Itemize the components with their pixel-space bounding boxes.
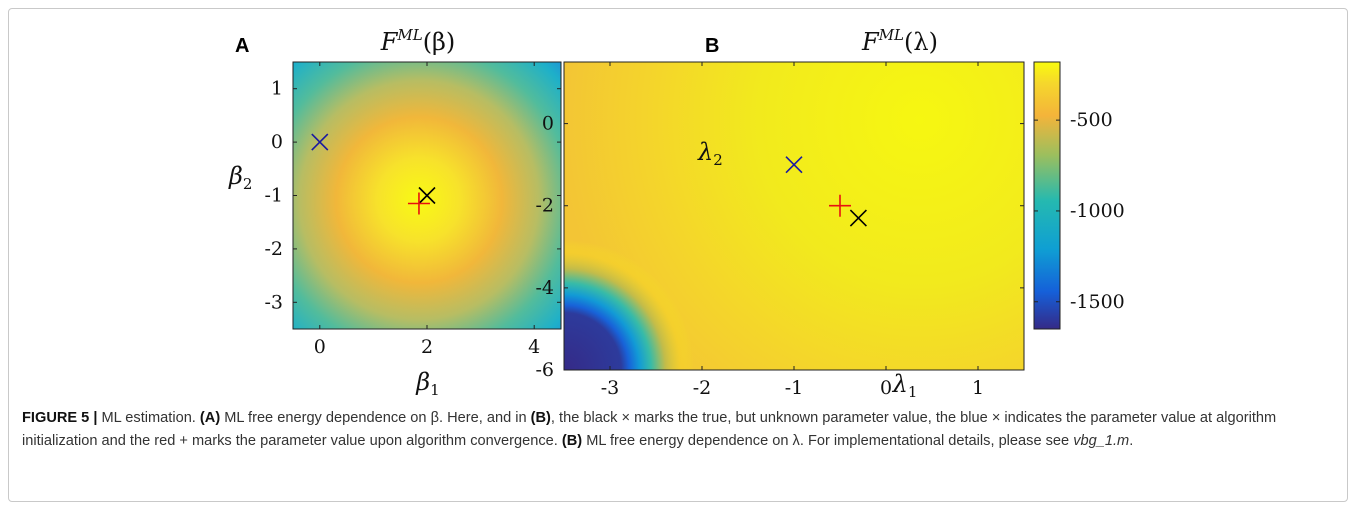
y-tick-label: 1 [271,78,283,100]
colorbar-tick-label: -500 [1070,109,1113,131]
y-tick-label: -3 [264,291,283,313]
panel-label-b: B [705,35,719,57]
caption-ref-a: (A) [199,410,221,426]
figure-svg: A FML(β) 024 10-1-2-3 β1 β2 -400-600-800… [228,26,1125,400]
marker-convergence [829,194,851,217]
panel-b-title: FML(λ) [861,26,938,56]
caption-text-3: , the black × marks the true, but unknow… [22,410,1277,449]
x-tick-label: 0 [880,377,892,399]
x-tick-label: 2 [421,336,433,358]
caption-label: FIGURE 5 | [22,410,98,426]
y-tick-label: -1 [264,185,283,207]
y-tick-label: -2 [264,238,283,260]
x-tick-label: -3 [601,377,620,399]
ylabel-b: λ2 [697,138,723,169]
marker-true [849,209,867,227]
x-tick-label: 0 [314,336,326,358]
xlabel-b: λ1 [892,370,918,400]
marker-initialization [311,133,329,151]
marker-initialization [785,156,803,174]
caption-ref-b-2: (B) [561,433,583,449]
ylabel-a: β2 [228,162,252,193]
panel-label-a: A [235,35,249,57]
xlabel-a: β1 [415,368,439,399]
marker-convergence [407,192,430,215]
x-tick-label: 1 [972,377,984,399]
title-a-sup: ML [396,26,422,44]
caption-file: vbg_1.m [1073,433,1130,449]
y-ticks-b: 0 -2 -4 -6 [535,113,1024,381]
caption-text-5: . [1129,433,1134,449]
caption-ref-b: (B) [530,410,551,426]
y-tick-label: 0 [271,131,283,153]
colorbar-b [1033,61,1061,330]
marker-true [418,186,436,205]
heatmap-b-corner [564,62,1024,370]
caption-text-2: ML free energy dependence on β. Here, an… [220,410,531,426]
colorbar-tick-label: -1000 [1070,200,1125,222]
figure-caption: FIGURE 5 | ML estimation. (A) ML free en… [22,407,1332,453]
y-tick-label: -6 [535,359,554,381]
markers-b [785,156,867,227]
title-a-arg: (β) [423,28,456,56]
panel-a-title: FML(β) [380,26,456,56]
y-ticks-a: 1 0 -1 -2 -3 [264,78,561,313]
x-ticks-b: -3 -2 -1 0 1 [601,62,984,399]
y-tick-label: -2 [535,195,554,217]
caption-text-1: ML estimation. [97,410,200,426]
x-tick-label: -1 [785,377,804,399]
colorbar-tick-label: -1500 [1070,291,1125,313]
y-tick-label: 0 [542,113,554,135]
colorbar-ticks-b: -500 -1000 -1500 [1034,109,1125,313]
caption-text-4: ML free energy dependence on λ. For impl… [582,433,1074,449]
x-tick-label: -2 [693,377,712,399]
x-tick-label: 4 [528,336,540,358]
figure-frame [8,8,1348,502]
markers-a [311,133,436,215]
x-ticks-a: 0 2 4 [314,62,540,358]
y-tick-label: -4 [535,277,554,299]
title-a-main: F [380,28,399,56]
panel-b: B FML(λ) -3 -2 -1 0 1 0 -2 -4 -6 λ1 λ2 -500 -100… [535,26,1124,400]
